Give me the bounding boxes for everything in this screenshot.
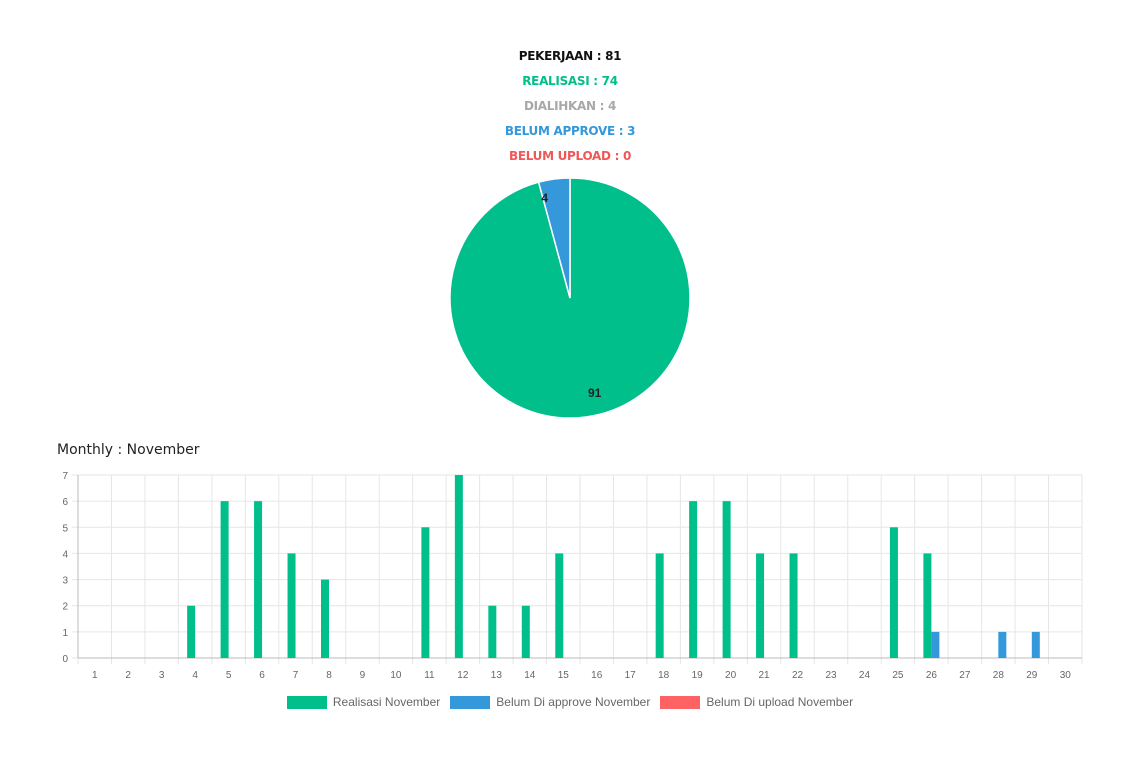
legend-swatch-belum-approve — [450, 695, 491, 709]
bar-realisasi[interactable] — [756, 553, 765, 658]
x-tick-label: 1 — [92, 670, 98, 681]
bar-realisasi[interactable] — [220, 501, 229, 658]
x-tick-label: 17 — [625, 670, 637, 681]
bar-realisasi[interactable] — [454, 475, 463, 658]
x-tick-label: 11 — [424, 670, 435, 681]
x-tick-label: 6 — [259, 670, 265, 681]
x-tick-label: 28 — [993, 670, 1005, 681]
x-tick-label: 27 — [959, 670, 971, 681]
x-tick-label: 26 — [926, 670, 938, 681]
x-tick-label: 7 — [293, 670, 299, 681]
bar-realisasi[interactable] — [287, 553, 296, 658]
bar-realisasi[interactable] — [889, 527, 898, 658]
x-tick-label: 30 — [1060, 670, 1072, 681]
legend-label-belum-upload: Belum Di upload November — [706, 695, 854, 709]
dialihkan-total: DIALIHKAN : 4 — [523, 99, 617, 113]
x-tick-label: 10 — [390, 670, 402, 681]
x-tick-label: 12 — [457, 670, 469, 681]
summary-block: PEKERJAAN : 81 REALISASI : 74 DIALIHKAN … — [0, 44, 1140, 169]
y-tick-label: 0 — [62, 654, 68, 665]
x-tick-label: 8 — [326, 670, 332, 681]
bar-realisasi[interactable] — [689, 501, 698, 658]
x-tick-label: 23 — [825, 670, 837, 681]
bar-realisasi[interactable] — [421, 527, 430, 658]
x-tick-label: 24 — [859, 670, 871, 681]
bar-realisasi[interactable] — [521, 605, 530, 658]
bar-belum-approve[interactable] — [931, 631, 940, 658]
bar-realisasi[interactable] — [722, 501, 731, 658]
y-tick-label: 6 — [62, 497, 68, 508]
x-tick-label: 13 — [491, 670, 503, 681]
x-tick-label: 25 — [892, 670, 904, 681]
y-tick-label: 4 — [62, 549, 68, 560]
monthly-title: Monthly : November — [57, 442, 200, 458]
x-tick-label: 19 — [692, 670, 704, 681]
y-tick-label: 5 — [62, 523, 68, 534]
x-tick-label: 3 — [159, 670, 165, 681]
x-tick-label: 5 — [226, 670, 232, 681]
legend-swatch-belum-upload — [660, 695, 701, 709]
pie-slice-1[interactable] — [537, 177, 571, 299]
y-tick-label: 7 — [62, 471, 68, 482]
pie-label-1: 4 — [541, 191, 548, 205]
legend-label-belum-approve: Belum Di approve November — [496, 695, 651, 709]
belum-upload-total: BELUM UPLOAD : 0 — [508, 149, 631, 163]
x-tick-label: 22 — [792, 670, 804, 681]
x-tick-label: 9 — [360, 670, 366, 681]
x-tick-label: 15 — [558, 670, 570, 681]
legend-item-realisasi[interactable]: Realisasi November — [286, 695, 441, 709]
x-tick-label: 14 — [524, 670, 536, 681]
chart-legend: Realisasi November Belum Di approve Nove… — [0, 695, 1140, 709]
pie-label-0: 91 — [588, 386, 602, 400]
pie-chart: 91 4 — [449, 177, 691, 419]
bar-realisasi[interactable] — [488, 605, 497, 658]
x-tick-label: 2 — [125, 670, 131, 681]
bar-realisasi[interactable] — [555, 553, 564, 658]
bar-realisasi[interactable] — [321, 579, 329, 658]
x-tick-label: 29 — [1026, 670, 1038, 681]
bar-realisasi[interactable] — [923, 553, 932, 658]
x-tick-label: 21 — [759, 670, 771, 681]
realisasi-total: REALISASI : 74 — [522, 74, 618, 88]
pekerjaan-total: PEKERJAAN : 81 — [518, 49, 622, 63]
bar-realisasi[interactable] — [655, 553, 664, 658]
x-tick-label: 4 — [192, 670, 198, 681]
legend-label-realisasi: Realisasi November — [332, 695, 441, 709]
y-tick-label: 1 — [62, 628, 68, 639]
bar-realisasi[interactable] — [789, 553, 798, 658]
y-tick-label: 2 — [62, 602, 68, 613]
belum-approve-total: BELUM APPROVE : 3 — [504, 124, 636, 138]
bar-belum-approve[interactable] — [998, 631, 1007, 658]
legend-item-belum-approve[interactable]: Belum Di approve November — [450, 695, 650, 709]
bar-realisasi[interactable] — [254, 501, 263, 658]
legend-swatch-realisasi — [286, 695, 327, 709]
x-tick-label: 18 — [658, 670, 670, 681]
x-tick-label: 20 — [725, 670, 737, 681]
legend-item-belum-upload[interactable]: Belum Di upload November — [660, 695, 853, 709]
x-tick-label: 16 — [591, 670, 603, 681]
y-tick-label: 3 — [62, 576, 68, 587]
bar-belum-approve[interactable] — [1031, 631, 1040, 658]
bar-realisasi[interactable] — [187, 605, 196, 658]
